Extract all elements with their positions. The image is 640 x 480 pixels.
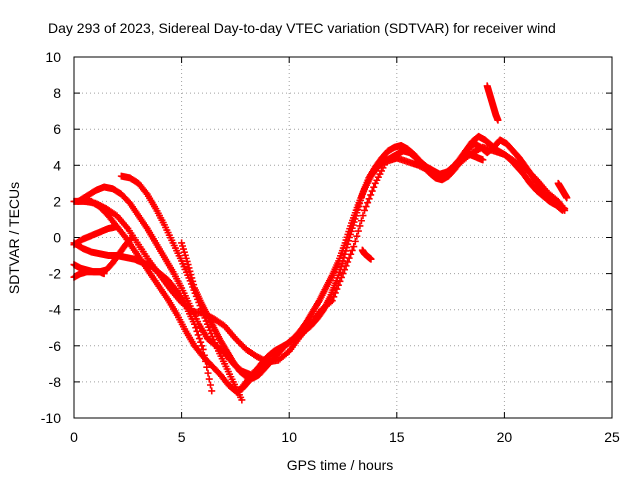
data-point <box>344 258 352 266</box>
data-point <box>204 369 212 377</box>
data-point <box>205 375 213 383</box>
data-point <box>563 194 571 202</box>
x-tick-label: 20 <box>497 429 513 445</box>
data-point <box>203 363 211 371</box>
series-track-3 <box>117 172 246 404</box>
data-point <box>189 277 197 285</box>
x-tick-label: 10 <box>281 429 297 445</box>
data-point <box>356 222 364 230</box>
data-point <box>561 205 569 213</box>
data-point <box>347 250 355 258</box>
data-point <box>186 267 194 275</box>
x-axis-label: GPS time / hours <box>287 457 394 473</box>
data-point <box>100 270 108 278</box>
y-tick-label: 8 <box>53 85 61 101</box>
series-track-14 <box>554 179 571 202</box>
data-point <box>208 387 216 395</box>
y-tick-label: 4 <box>53 157 61 173</box>
data-point <box>238 396 246 404</box>
data-point <box>190 281 198 289</box>
data-point <box>206 381 214 389</box>
data-point <box>202 357 210 365</box>
data-point <box>198 342 206 350</box>
data-point <box>184 261 192 269</box>
y-axis-label: SDTVAR / TECUs <box>6 182 22 294</box>
x-tick-label: 15 <box>389 429 405 445</box>
y-tick-label: -8 <box>49 374 62 390</box>
x-tick-label: 0 <box>70 429 78 445</box>
data-point <box>364 199 372 207</box>
x-tick-label: 5 <box>178 429 186 445</box>
data-point <box>353 232 361 240</box>
data-point <box>339 270 347 278</box>
data-point <box>361 206 369 214</box>
series-track-7 <box>70 261 108 278</box>
series-track-4 <box>70 239 216 395</box>
y-tick-label: 2 <box>53 193 61 209</box>
data-point <box>365 195 373 203</box>
data-point <box>357 217 365 225</box>
series-track-6 <box>70 223 121 249</box>
data-point <box>200 351 208 359</box>
data-point <box>494 116 502 124</box>
chart-title: Day 293 of 2023, Sidereal Day-to-day VTE… <box>48 20 556 36</box>
series-track-12 <box>358 246 375 263</box>
data-point <box>367 255 375 263</box>
data-point <box>359 212 367 220</box>
series-track-10 <box>238 136 569 393</box>
y-tick-label: -6 <box>49 338 62 354</box>
data-point <box>199 345 207 353</box>
data-point <box>197 338 205 346</box>
y-tick-label: 0 <box>53 230 61 246</box>
data-point <box>192 324 200 332</box>
y-tick-label: -10 <box>41 410 61 426</box>
data-point <box>350 243 358 251</box>
y-tick-label: -4 <box>49 302 62 318</box>
series-track-8 <box>81 143 569 366</box>
x-tick-label: 25 <box>604 429 620 445</box>
data-point <box>370 183 378 191</box>
data-point <box>351 237 359 245</box>
series-track-13 <box>462 147 487 164</box>
axis-ticks: 0 5 10 15 20 25 -10 -8 -6 -4 -2 0 2 4 6 8 10 <box>41 49 620 445</box>
y-tick-label: 10 <box>45 49 61 65</box>
data-point <box>195 335 203 343</box>
data-point <box>354 227 362 235</box>
y-tick-label: -2 <box>49 266 62 282</box>
data-point <box>348 246 356 254</box>
data-point <box>185 264 193 272</box>
y-tick-label: 6 <box>53 121 61 137</box>
data-point <box>368 187 376 195</box>
data-point <box>479 156 487 164</box>
data-point <box>191 320 199 328</box>
data-marks <box>70 82 571 404</box>
data-point <box>187 271 195 279</box>
data-point <box>367 191 375 199</box>
data-point <box>194 331 202 339</box>
data-point <box>362 203 370 211</box>
data-point <box>113 223 121 231</box>
data-point <box>193 327 201 335</box>
plot-frame <box>73 56 613 419</box>
data-point <box>188 274 196 282</box>
series-track-11 <box>483 82 502 124</box>
data-point <box>341 250 349 258</box>
